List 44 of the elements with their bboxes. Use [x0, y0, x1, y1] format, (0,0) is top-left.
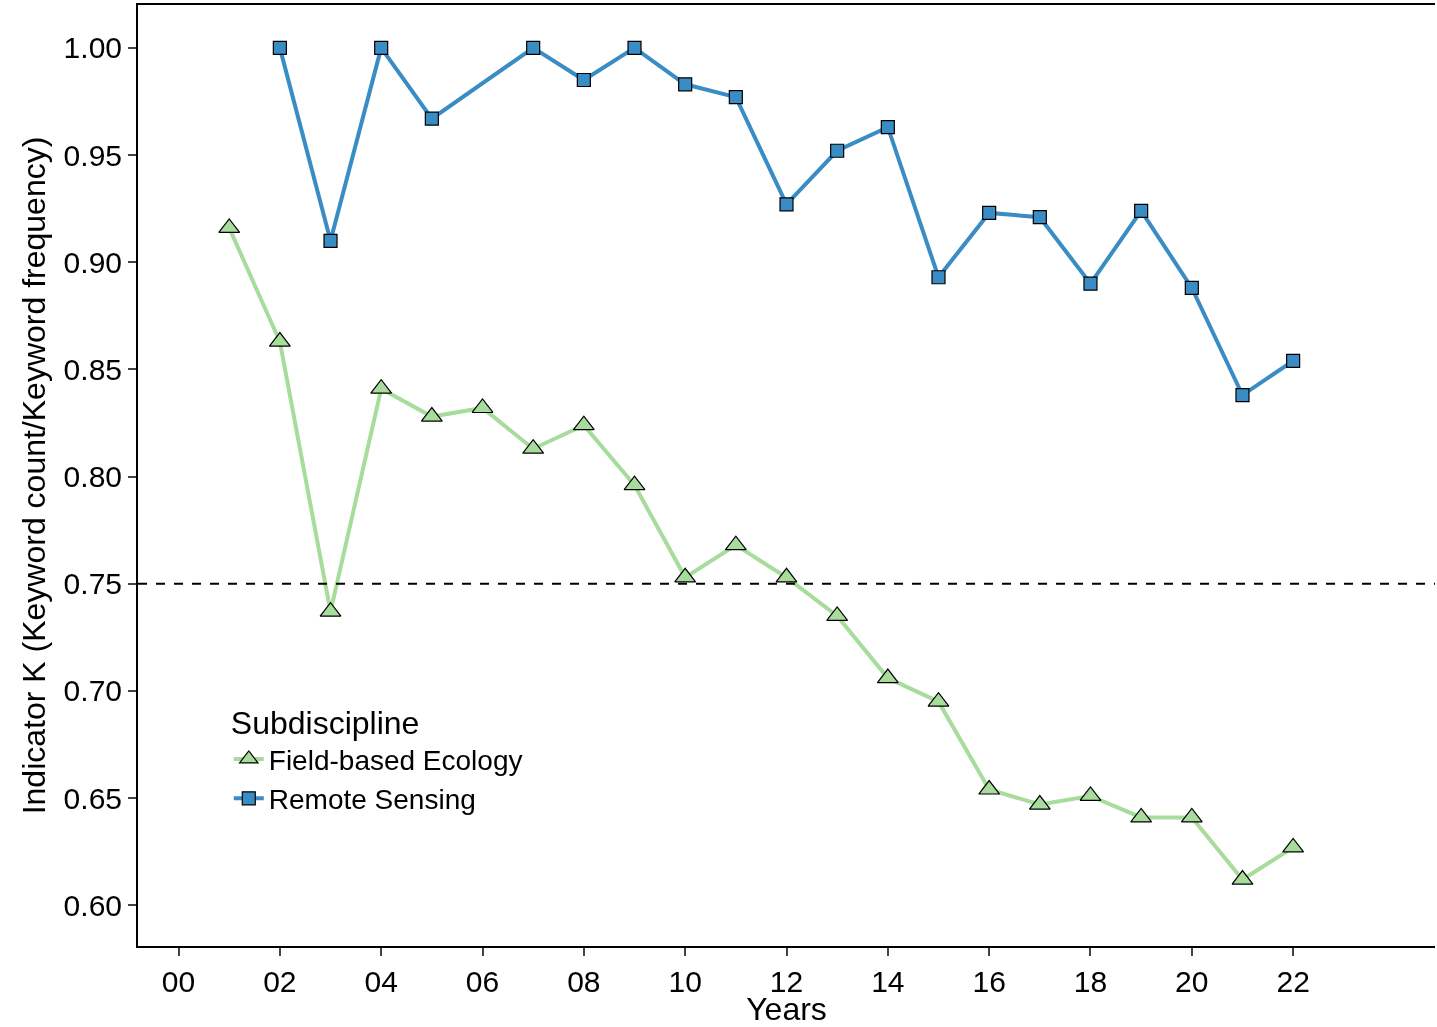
y-tick-label: 1.00 [63, 31, 122, 65]
point [1134, 203, 1149, 218]
y-tick-label: 0.95 [63, 138, 122, 172]
point [931, 270, 946, 285]
point [424, 111, 439, 126]
y-tick-label: 0.70 [63, 674, 122, 708]
y-tick-label: 0.85 [63, 352, 122, 386]
x-tick-label: 00 [161, 965, 196, 998]
point [526, 40, 541, 55]
point [1184, 280, 1199, 296]
x-tick-label: 18 [1073, 965, 1108, 998]
x-tick-label: 20 [1175, 965, 1209, 998]
point [374, 40, 389, 55]
point [728, 90, 743, 105]
point [272, 40, 287, 55]
x-tick-label: 16 [972, 965, 1006, 998]
point [576, 72, 591, 88]
y-tick-label: 0.80 [63, 460, 122, 494]
point [1083, 276, 1098, 291]
x-tick-label: 04 [364, 965, 398, 998]
x-tick-label: 10 [668, 965, 702, 998]
legend-label: Remote Sensing [268, 784, 476, 816]
point [880, 120, 895, 135]
point [627, 40, 642, 55]
y-tick-label: 0.90 [63, 245, 122, 279]
x-tick-label: 22 [1276, 965, 1310, 998]
point [779, 197, 794, 212]
x-tick-label: 06 [465, 965, 500, 998]
point [323, 233, 338, 248]
y-tick-label: 0.60 [63, 888, 122, 922]
point [678, 77, 693, 92]
point [982, 205, 997, 221]
x-tick-label: 14 [871, 965, 905, 998]
point [1286, 353, 1301, 368]
point [1032, 210, 1047, 225]
legend-title: Subdiscipline [230, 705, 420, 742]
x-tick-label: 02 [263, 965, 297, 998]
legend-label: Field-based Ecology [268, 744, 523, 776]
point [830, 143, 845, 158]
y-axis-title: Indicator K (Keyword count/Keyword frequency) [16, 136, 53, 815]
point [1235, 388, 1250, 403]
x-tick-label: 08 [567, 965, 601, 998]
y-tick-label: 0.65 [63, 781, 122, 815]
y-tick-label: 0.75 [63, 567, 122, 601]
